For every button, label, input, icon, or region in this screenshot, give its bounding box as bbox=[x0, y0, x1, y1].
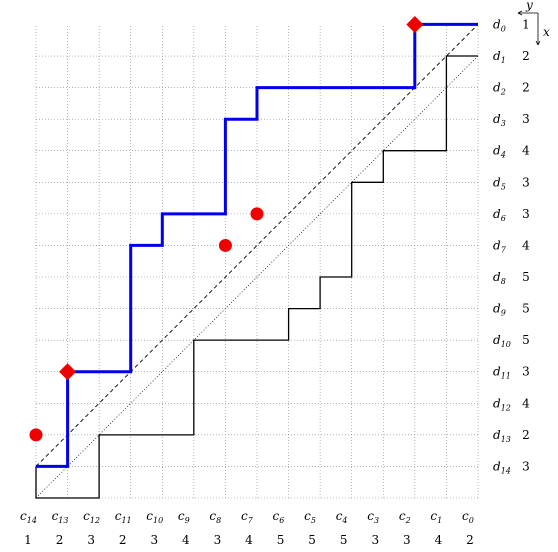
axis-x-arrowhead bbox=[535, 40, 541, 46]
column-value: 3 bbox=[403, 533, 411, 547]
axis-y-arrowhead bbox=[517, 10, 523, 16]
row-value: 5 bbox=[522, 333, 530, 347]
row-value: 3 bbox=[522, 459, 530, 473]
row-label: d4 bbox=[493, 144, 506, 160]
column-value: 5 bbox=[277, 533, 285, 547]
column-label: c14 bbox=[20, 509, 37, 525]
red-dot-marker bbox=[29, 428, 43, 442]
row-label: d13 bbox=[493, 428, 511, 444]
column-label: c4 bbox=[336, 509, 348, 525]
row-value: 2 bbox=[522, 81, 530, 95]
row-label: d14 bbox=[493, 459, 511, 475]
row-label: d6 bbox=[493, 207, 506, 223]
lattice-paths bbox=[35, 22, 478, 499]
row-label: d1 bbox=[493, 49, 506, 65]
row-label: d7 bbox=[493, 238, 507, 254]
row-value: 2 bbox=[522, 428, 530, 442]
axis-indicator: y x bbox=[517, 0, 550, 46]
red-dot-marker bbox=[250, 207, 264, 221]
column-value: 2 bbox=[56, 533, 64, 547]
row-value: 4 bbox=[522, 238, 530, 252]
row-label: d11 bbox=[493, 365, 511, 381]
column-label: c2 bbox=[399, 509, 411, 525]
column-value: 3 bbox=[87, 533, 95, 547]
reference-lines bbox=[35, 24, 479, 499]
row-label: d3 bbox=[493, 112, 506, 128]
row-label: d9 bbox=[493, 302, 506, 318]
column-value: 2 bbox=[466, 533, 474, 547]
column-label: c10 bbox=[146, 509, 163, 525]
column-value: 3 bbox=[371, 533, 379, 547]
dotted-diagonal bbox=[35, 55, 479, 499]
column-value: 5 bbox=[308, 533, 316, 547]
column-value: 3 bbox=[150, 533, 158, 547]
row-value: 5 bbox=[522, 302, 530, 316]
dashed-diagonal bbox=[35, 24, 479, 467]
row-value: 2 bbox=[522, 49, 530, 63]
row-value: 3 bbox=[522, 365, 530, 379]
column-value: 4 bbox=[245, 533, 253, 547]
column-labels: c141c132c123c112c103c94c83c74c65c55c45c3… bbox=[20, 509, 474, 547]
row-value: 3 bbox=[522, 175, 530, 189]
axis-y-label: y bbox=[525, 0, 533, 12]
row-label: d12 bbox=[493, 396, 511, 412]
row-value: 4 bbox=[522, 144, 530, 158]
row-label: d0 bbox=[493, 17, 506, 33]
row-label: d8 bbox=[493, 270, 506, 286]
row-value: 3 bbox=[522, 112, 530, 126]
column-value: 5 bbox=[340, 533, 348, 547]
row-label: d10 bbox=[493, 333, 511, 349]
red-dot-marker bbox=[218, 238, 232, 252]
column-value: 3 bbox=[214, 533, 222, 547]
column-label: c11 bbox=[115, 509, 132, 525]
column-label: c13 bbox=[52, 509, 69, 525]
row-label: d5 bbox=[493, 175, 506, 191]
column-label: c9 bbox=[178, 509, 190, 525]
column-value: 1 bbox=[24, 533, 32, 547]
column-label: c0 bbox=[462, 509, 474, 525]
point-markers bbox=[29, 15, 424, 442]
column-label: c8 bbox=[209, 509, 221, 525]
column-label: c7 bbox=[241, 509, 254, 525]
column-value: 4 bbox=[435, 533, 443, 547]
row-value: 1 bbox=[522, 17, 530, 31]
blue-path bbox=[36, 22, 478, 468]
red-diamond-marker bbox=[406, 15, 424, 33]
red-diamond-marker bbox=[59, 363, 77, 381]
column-label: c3 bbox=[367, 509, 379, 525]
axis-x-label: x bbox=[543, 25, 550, 39]
column-label: c5 bbox=[304, 509, 316, 525]
column-label: c6 bbox=[273, 509, 285, 525]
row-label: d2 bbox=[493, 81, 506, 97]
row-value: 5 bbox=[522, 270, 530, 284]
black-path bbox=[35, 55, 478, 499]
row-value: 4 bbox=[522, 396, 530, 410]
column-value: 2 bbox=[119, 533, 127, 547]
column-value: 4 bbox=[182, 533, 190, 547]
column-label: c1 bbox=[430, 509, 442, 525]
column-label: c12 bbox=[83, 509, 100, 525]
row-value: 3 bbox=[522, 207, 530, 221]
